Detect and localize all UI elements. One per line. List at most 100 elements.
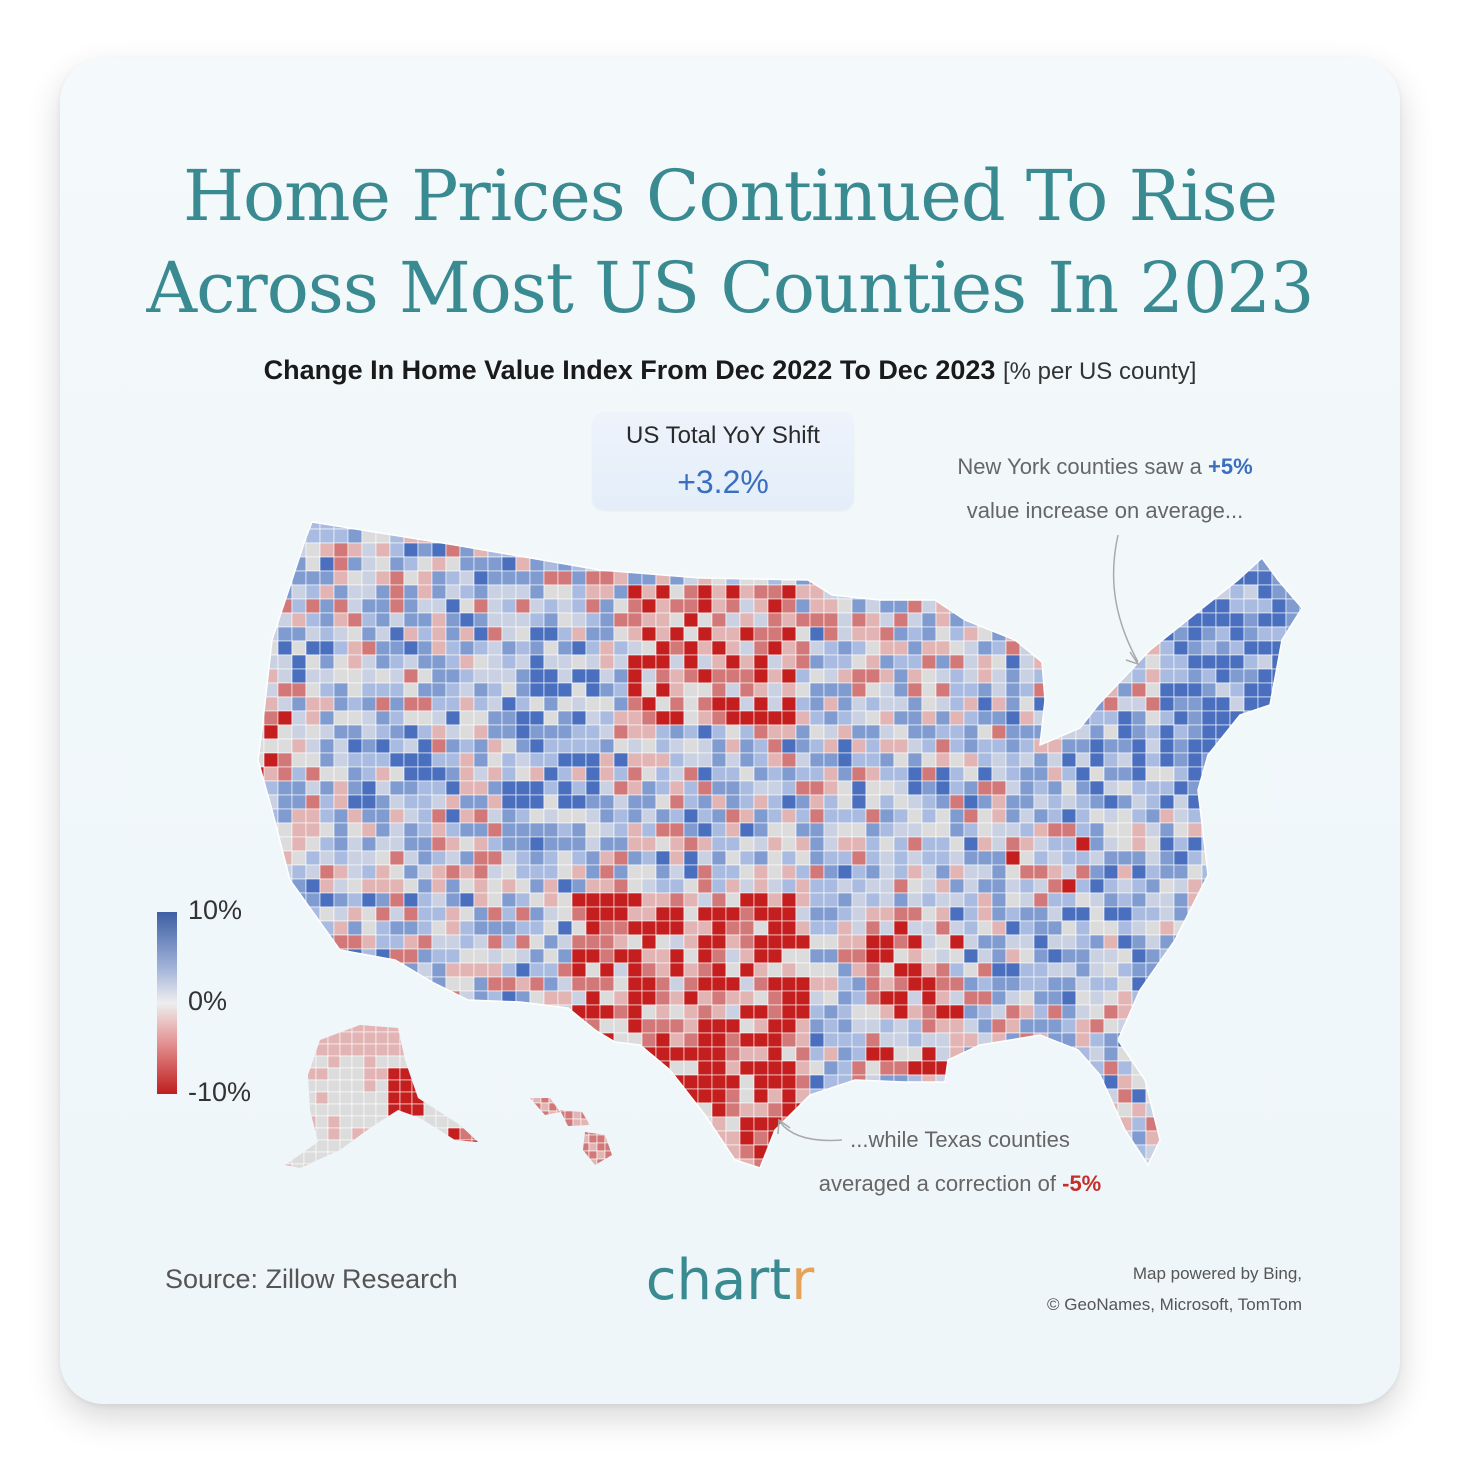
county-cell bbox=[585, 1060, 601, 1076]
county-cell bbox=[907, 808, 923, 824]
county-cell bbox=[977, 962, 993, 978]
county-cell bbox=[683, 892, 699, 908]
county-cell bbox=[977, 990, 993, 1006]
county-cell bbox=[711, 892, 727, 908]
county-cell bbox=[977, 598, 993, 614]
county-cell bbox=[1215, 864, 1231, 880]
county-cell bbox=[753, 710, 769, 726]
county-cell bbox=[977, 976, 993, 992]
county-cell bbox=[935, 668, 951, 684]
county-cell bbox=[417, 1158, 433, 1168]
county-cell bbox=[837, 556, 853, 572]
county-cell bbox=[557, 794, 573, 810]
county-cell bbox=[879, 962, 895, 978]
county-cell bbox=[1201, 934, 1217, 950]
county-cell bbox=[333, 556, 349, 572]
county-cell bbox=[781, 570, 797, 586]
county-cell bbox=[333, 976, 349, 992]
county-cell bbox=[767, 542, 783, 558]
county-cell bbox=[1229, 570, 1245, 586]
county-cell bbox=[1187, 1144, 1203, 1160]
county-cell bbox=[1229, 1032, 1245, 1048]
county-cell bbox=[767, 1004, 783, 1020]
county-cell bbox=[258, 990, 265, 1006]
county-cell bbox=[1075, 906, 1091, 922]
county-cell bbox=[781, 738, 797, 754]
county-cell bbox=[669, 1088, 685, 1104]
county-cell bbox=[515, 878, 531, 894]
county-cell bbox=[1173, 668, 1189, 684]
county-cell bbox=[907, 948, 923, 964]
county-cell bbox=[487, 1018, 503, 1034]
county-cell bbox=[697, 1158, 713, 1168]
county-cell bbox=[1257, 878, 1273, 894]
county-cell bbox=[473, 1144, 489, 1160]
county-cell bbox=[277, 626, 293, 642]
county-cell bbox=[1201, 1102, 1217, 1118]
county-cell bbox=[1257, 934, 1273, 950]
county-cell bbox=[879, 710, 895, 726]
county-cell bbox=[1299, 598, 1302, 614]
county-cell bbox=[655, 570, 671, 586]
county-cell bbox=[641, 1018, 657, 1034]
county-cell bbox=[333, 794, 349, 810]
county-cell bbox=[655, 640, 671, 656]
county-cell bbox=[1215, 696, 1231, 712]
county-cell bbox=[258, 626, 265, 642]
county-cell bbox=[361, 1144, 377, 1160]
county-cell bbox=[1117, 948, 1133, 964]
county-cell bbox=[865, 794, 881, 810]
county-cell bbox=[1047, 668, 1063, 684]
county-cell bbox=[1215, 598, 1231, 614]
county-cell bbox=[725, 766, 741, 782]
county-cell bbox=[471, 1163, 478, 1168]
county-cell bbox=[411, 1067, 425, 1081]
county-cell bbox=[387, 1115, 401, 1129]
county-cell bbox=[1187, 1158, 1203, 1168]
county-cell bbox=[1173, 696, 1189, 712]
county-cell bbox=[1271, 850, 1287, 866]
county-cell bbox=[1215, 556, 1231, 572]
county-cell bbox=[263, 570, 279, 586]
county-cell bbox=[627, 962, 643, 978]
county-cell bbox=[711, 1060, 727, 1076]
county-cell bbox=[445, 612, 461, 628]
county-cell bbox=[572, 1126, 582, 1136]
county-cell bbox=[347, 836, 363, 852]
county-cell bbox=[781, 1088, 797, 1104]
county-cell bbox=[627, 542, 643, 558]
county-cell bbox=[991, 724, 1007, 740]
county-cell bbox=[327, 1103, 341, 1117]
county-cell bbox=[711, 962, 727, 978]
county-cell bbox=[697, 522, 713, 530]
county-cell bbox=[1019, 1074, 1035, 1090]
county-cell bbox=[445, 780, 461, 796]
county-cell bbox=[809, 612, 825, 628]
county-cell bbox=[515, 920, 531, 936]
county-cell bbox=[515, 794, 531, 810]
county-cell bbox=[1285, 864, 1301, 880]
county-cell bbox=[403, 1018, 419, 1034]
county-cell bbox=[333, 752, 349, 768]
county-cell bbox=[530, 1173, 544, 1187]
county-cell bbox=[865, 1032, 881, 1048]
county-cell bbox=[781, 556, 797, 572]
county-cell bbox=[991, 738, 1007, 754]
county-cell bbox=[613, 724, 629, 740]
county-cell bbox=[501, 920, 517, 936]
county-cell bbox=[564, 1142, 574, 1152]
county-cell bbox=[879, 654, 895, 670]
county-cell bbox=[1047, 962, 1063, 978]
county-cell bbox=[540, 1118, 550, 1128]
county-cell bbox=[258, 640, 265, 656]
county-cell bbox=[411, 1031, 425, 1045]
county-cell bbox=[571, 780, 587, 796]
county-cell bbox=[767, 626, 783, 642]
county-cell bbox=[543, 1144, 559, 1160]
county-cell bbox=[1159, 962, 1175, 978]
county-cell bbox=[1033, 584, 1049, 600]
county-cell bbox=[823, 710, 839, 726]
county-cell bbox=[879, 990, 895, 1006]
county-cell bbox=[1159, 626, 1175, 642]
county-cell bbox=[683, 626, 699, 642]
